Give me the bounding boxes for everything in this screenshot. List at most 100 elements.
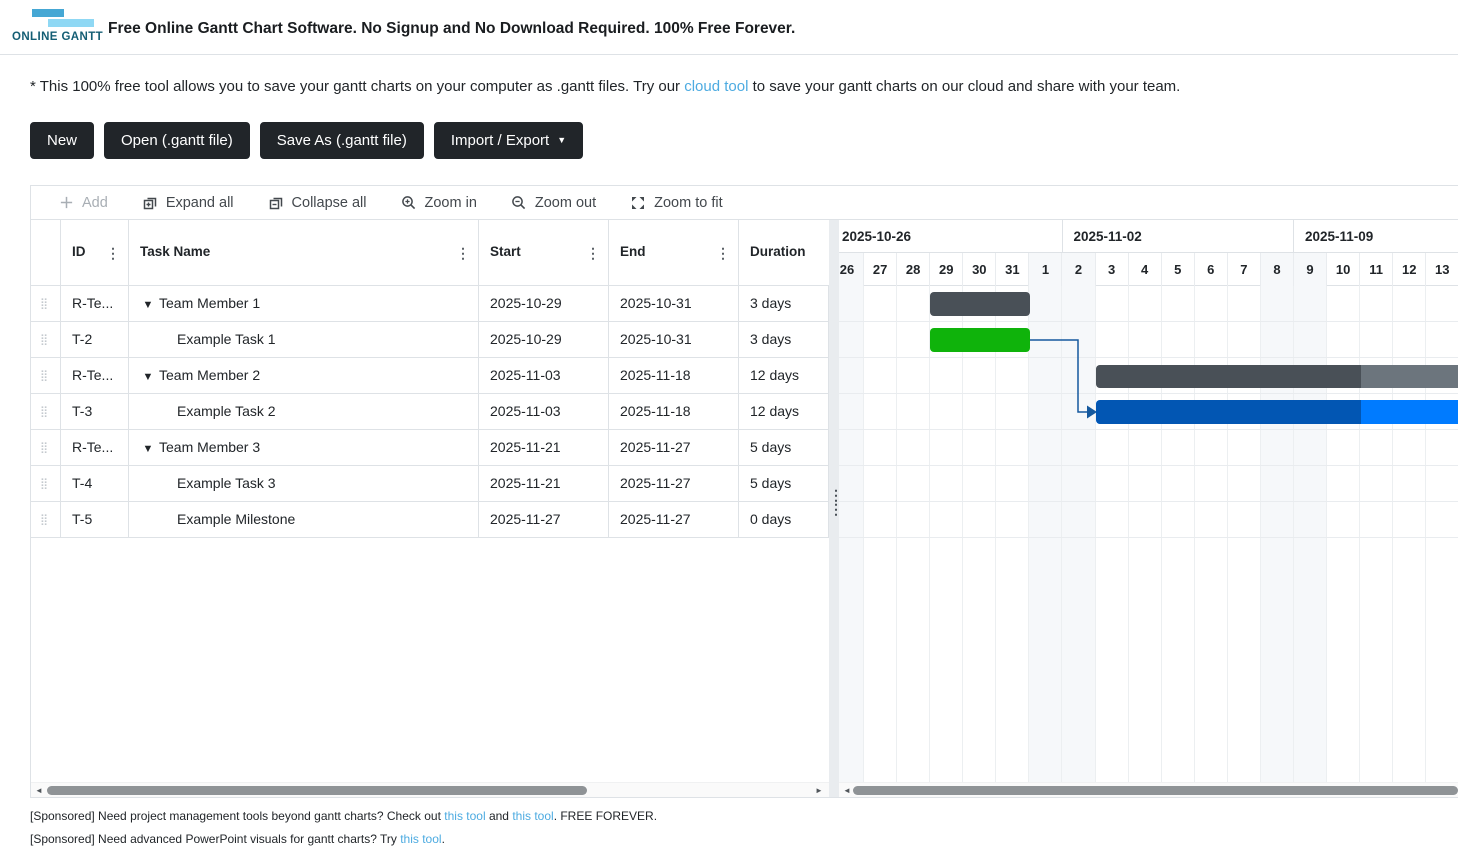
day-grid-column <box>1195 286 1228 782</box>
table-row[interactable]: ⣿ T-3 Example Task 2 2025-11-03 2025-11-… <box>31 394 829 430</box>
task-duration-cell[interactable]: 5 days <box>739 466 829 502</box>
drag-handle-icon[interactable]: ⣿ <box>40 406 49 418</box>
scroll-left-arrow-icon[interactable]: ◄ <box>35 786 43 795</box>
zoom-out-button[interactable]: Zoom out <box>497 186 610 219</box>
day-grid-column <box>930 286 964 782</box>
task-name-cell[interactable]: Example Task 2 <box>129 394 479 430</box>
save-as-button[interactable]: Save As (.gantt file) <box>259 122 424 159</box>
task-start-cell[interactable]: 2025-11-21 <box>479 430 609 466</box>
table-row[interactable]: ⣿ T-4 Example Task 3 2025-11-21 2025-11-… <box>31 466 829 502</box>
table-row[interactable]: ⣿ R-Te... ▼ Team Member 1 2025-10-29 2025… <box>31 286 829 322</box>
task-start-cell[interactable]: 2025-11-03 <box>479 358 609 394</box>
pane-splitter[interactable]: ⋮ ⋮ <box>829 220 843 797</box>
task-id-cell[interactable]: T-3 <box>61 394 129 430</box>
task-end-cell[interactable]: 2025-10-31 <box>609 322 739 358</box>
grid-horizontal-scrollbar[interactable]: ◄ ► <box>31 782 829 797</box>
drag-handle-icon[interactable]: ⣿ <box>40 370 49 382</box>
task-end-cell[interactable]: 2025-11-27 <box>609 430 739 466</box>
task-name-cell[interactable]: Example Task 1 <box>129 322 479 358</box>
drag-handle-icon[interactable]: ⣿ <box>40 334 49 346</box>
gantt-bar-parent[interactable] <box>1096 365 1458 388</box>
drag-handle-icon[interactable]: ⣿ <box>40 514 49 526</box>
new-button-label: New <box>47 132 78 149</box>
new-button[interactable]: New <box>30 122 95 159</box>
task-end-cell[interactable]: 2025-11-18 <box>609 358 739 394</box>
gantt-bar-parent[interactable] <box>930 292 1030 316</box>
add-task-button[interactable]: Add <box>45 186 122 219</box>
task-name-cell[interactable]: ▼ Team Member 3 <box>129 430 479 466</box>
chart-horizontal-scrollbar[interactable]: ◄ <box>839 782 1458 797</box>
drag-handle-icon[interactable]: ⣿ <box>40 442 49 454</box>
day-header-cell: 10 <box>1327 253 1361 286</box>
grid-header-row: ID ⋮ Task Name ⋮ Start ⋮ End ⋮ Duration <box>31 220 829 286</box>
footer-text: . <box>441 832 445 846</box>
open-file-button[interactable]: Open (.gantt file) <box>104 122 250 159</box>
task-name-cell[interactable]: ▼ Team Member 2 <box>129 358 479 394</box>
task-duration-cell[interactable]: 0 days <box>739 502 829 538</box>
task-name-cell[interactable]: Example Milestone <box>129 502 479 538</box>
task-duration-cell[interactable]: 12 days <box>739 358 829 394</box>
chart-row-line <box>839 358 1458 394</box>
collapse-caret-icon[interactable]: ▼ <box>142 299 154 311</box>
sponsored-tool-link[interactable]: this tool <box>400 832 442 846</box>
task-start-cell[interactable]: 2025-11-27 <box>479 502 609 538</box>
sponsored-tool-link[interactable]: this tool <box>444 809 486 823</box>
grid-header-id[interactable]: ID ⋮ <box>61 220 129 286</box>
task-start-cell[interactable]: 2025-11-21 <box>479 466 609 502</box>
task-id-cell[interactable]: T-4 <box>61 466 129 502</box>
task-name-cell[interactable]: Example Task 3 <box>129 466 479 502</box>
cloud-tool-link[interactable]: cloud tool <box>684 78 749 95</box>
row-handle-cell: ⣿ <box>31 502 61 538</box>
scroll-right-arrow-icon[interactable]: ► <box>815 786 823 795</box>
online-gantt-logo[interactable]: ONLINE GANTT <box>10 4 103 50</box>
task-start-cell[interactable]: 2025-11-03 <box>479 394 609 430</box>
zoom-out-icon <box>512 195 526 209</box>
scrollbar-thumb[interactable] <box>47 786 587 795</box>
grid-header-duration[interactable]: Duration <box>739 220 829 286</box>
gantt-bar-task[interactable] <box>930 328 1030 352</box>
import-export-button[interactable]: Import / Export ▼ <box>433 122 584 159</box>
duration-header-label: Duration <box>750 244 806 259</box>
task-id-cell[interactable]: R-Te... <box>61 358 129 394</box>
zoom-in-button[interactable]: Zoom in <box>387 186 491 219</box>
grid-header-start[interactable]: Start ⋮ <box>479 220 609 286</box>
column-menu-icon[interactable]: ⋮ <box>716 245 730 261</box>
sponsored-tool-link[interactable]: this tool <box>512 809 554 823</box>
table-row[interactable]: ⣿ R-Te... ▼ Team Member 2 2025-11-03 2025… <box>31 358 829 394</box>
task-end-cell[interactable]: 2025-11-18 <box>609 394 739 430</box>
zoom-to-fit-button[interactable]: Zoom to fit <box>616 186 737 219</box>
drag-handle-icon[interactable]: ⣿ <box>40 478 49 490</box>
task-end-cell[interactable]: 2025-10-31 <box>609 286 739 322</box>
task-start-cell[interactable]: 2025-10-29 <box>479 286 609 322</box>
task-start-cell[interactable]: 2025-10-29 <box>479 322 609 358</box>
task-id-cell[interactable]: T-5 <box>61 502 129 538</box>
collapse-caret-icon[interactable]: ▼ <box>142 443 154 455</box>
add-label: Add <box>82 194 108 211</box>
scroll-left-arrow-icon[interactable]: ◄ <box>843 786 851 795</box>
logo-gantt-bar-icon <box>48 19 94 27</box>
task-duration-cell[interactable]: 3 days <box>739 286 829 322</box>
task-id-cell[interactable]: T-2 <box>61 322 129 358</box>
task-end-cell[interactable]: 2025-11-27 <box>609 466 739 502</box>
grid-header-end[interactable]: End ⋮ <box>609 220 739 286</box>
table-row[interactable]: ⣿ R-Te... ▼ Team Member 3 2025-11-21 2025… <box>31 430 829 466</box>
task-duration-cell[interactable]: 3 days <box>739 322 829 358</box>
column-menu-icon[interactable]: ⋮ <box>456 245 470 261</box>
collapse-all-button[interactable]: Collapse all <box>254 186 381 219</box>
scrollbar-thumb[interactable] <box>853 786 1458 795</box>
task-duration-cell[interactable]: 12 days <box>739 394 829 430</box>
expand-all-button[interactable]: Expand all <box>128 186 248 219</box>
task-id-cell[interactable]: R-Te... <box>61 430 129 466</box>
task-name-cell[interactable]: ▼ Team Member 1 <box>129 286 479 322</box>
collapse-caret-icon[interactable]: ▼ <box>142 371 154 383</box>
grid-header-task-name[interactable]: Task Name ⋮ <box>129 220 479 286</box>
table-row[interactable]: ⣿ T-5 Example Milestone 2025-11-27 2025-… <box>31 502 829 538</box>
task-id-cell[interactable]: R-Te... <box>61 286 129 322</box>
drag-handle-icon[interactable]: ⣿ <box>40 298 49 310</box>
task-duration-cell[interactable]: 5 days <box>739 430 829 466</box>
column-menu-icon[interactable]: ⋮ <box>586 245 600 261</box>
gantt-bar-task[interactable] <box>1096 400 1458 424</box>
column-menu-icon[interactable]: ⋮ <box>106 245 120 261</box>
task-end-cell[interactable]: 2025-11-27 <box>609 502 739 538</box>
table-row[interactable]: ⣿ T-2 Example Task 1 2025-10-29 2025-10-… <box>31 322 829 358</box>
